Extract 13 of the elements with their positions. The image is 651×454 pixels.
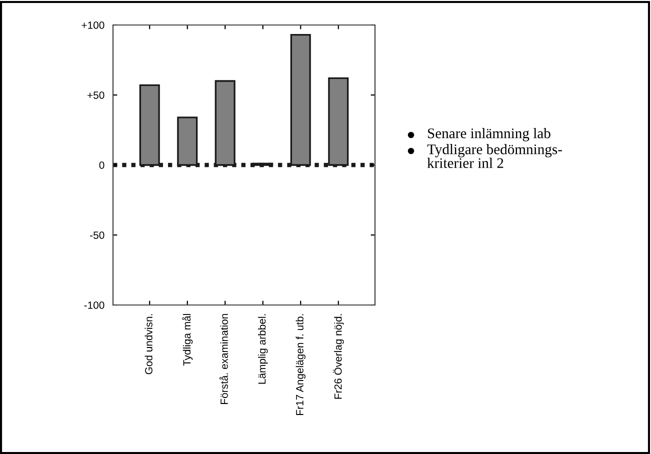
y-tick-label: +100 [82,22,104,29]
text: Senare inlämning lab [428,128,550,142]
y-tick-label: -100 [84,302,104,309]
y-tick-label: 0 [99,162,104,169]
x-tick-label: Fr26 Överlag nöjd. [332,314,344,399]
x-tick-label: Tydliga mål [182,314,193,366]
x-tick-label: Lämplig arbbel. [258,314,268,384]
y-tick-label: +50 [88,92,104,99]
x-tick-label: God undvisn. [144,314,152,374]
x-tick-label: Förstå. examination [219,314,228,404]
x-tick-label: Fr17 Angelägen f. utb. [296,314,306,415]
text: Tydligare bedömnings- kriterier inl 2 [427,144,562,168]
y-tick-label: -50 [90,232,104,239]
